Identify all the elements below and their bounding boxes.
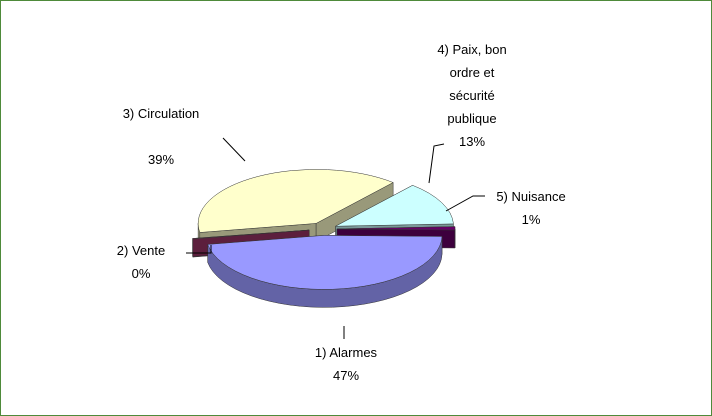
slice-label: 5) Nuisance xyxy=(496,189,566,204)
slice-value-label: 47% xyxy=(332,368,360,383)
slice-top xyxy=(207,235,443,290)
leader-line xyxy=(428,143,445,184)
leader-line xyxy=(186,245,212,254)
leader-line xyxy=(445,195,485,212)
leader-line xyxy=(222,137,246,162)
slice-label: 3) Circulation xyxy=(122,106,200,121)
slice-value-label: 13% xyxy=(458,134,486,149)
slice-label: 1) Alarmes xyxy=(314,345,378,360)
slice-top xyxy=(192,229,310,240)
slice-top xyxy=(335,185,454,227)
slice-label: 4) Paix, bon ordre et sécurité publique xyxy=(437,42,507,126)
slice xyxy=(207,235,443,308)
slice-label: 2) Vente xyxy=(116,243,166,258)
slice-top xyxy=(197,169,394,233)
slice-value-label: 0% xyxy=(131,266,151,281)
slice-value-label: 1% xyxy=(521,212,541,227)
slice-top xyxy=(336,226,456,231)
slices xyxy=(192,169,456,308)
slice-value-label: 39% xyxy=(147,152,175,167)
